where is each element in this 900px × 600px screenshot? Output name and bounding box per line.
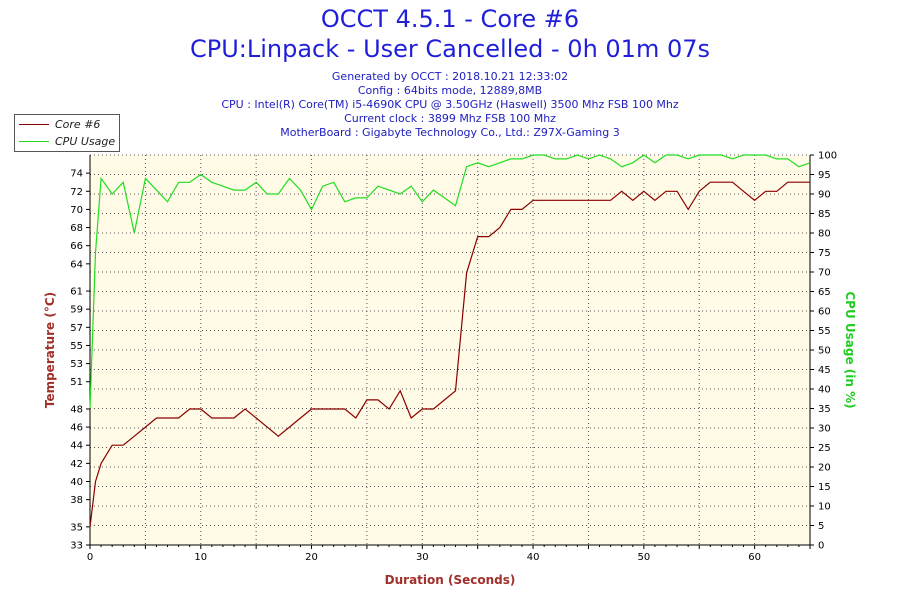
chart-subtitle: CPU:Linpack - User Cancelled - 0h 01m 07… [189, 35, 710, 63]
y-right-tick-label: 40 [818, 385, 831, 396]
y-left-tick-label: 59 [70, 305, 83, 316]
chart-legend: Core #6 CPU Usage [14, 114, 120, 152]
y-left-tick-label: 57 [70, 323, 83, 334]
x-tick-label: 10 [194, 552, 207, 563]
y-left-tick-label: 40 [70, 477, 83, 488]
legend-entry-core6: Core #6 [19, 117, 100, 131]
series-line-core6 [89, 181, 810, 527]
y-right-tick-label: 45 [818, 365, 831, 376]
y-right-tick-label: 70 [818, 268, 831, 279]
y-left-tick-label: 55 [70, 341, 83, 352]
y-left-tick-label: 51 [70, 377, 83, 388]
legend-entry-cpu-usage: CPU Usage [19, 134, 115, 148]
info-cpu: CPU : Intel(R) Core(TM) i5-4690K CPU @ 3… [221, 98, 679, 111]
y-right-tick-label: 25 [818, 443, 831, 454]
legend-swatch-core6 [19, 123, 49, 125]
y-left-tick-label: 72 [70, 187, 83, 198]
y-left-tick-label: 66 [70, 241, 83, 252]
y-right-tick-label: 20 [818, 463, 831, 474]
y-right-axis-label: CPU Usage (in %) [843, 291, 857, 408]
y-left-tick-label: 64 [70, 259, 83, 270]
legend-label-cpu-usage: CPU Usage [55, 134, 116, 148]
info-config: Config : 64bits mode, 12889,8MB [357, 84, 543, 97]
y-right-tick-label: 15 [818, 482, 831, 493]
x-axis-label: Duration (Seconds) [385, 573, 516, 587]
y-right-tick-label: 50 [818, 346, 831, 357]
y-left-tick-label: 44 [70, 441, 83, 452]
y-left-tick-label: 48 [70, 404, 83, 415]
legend-swatch-cpu-usage [19, 140, 49, 142]
y-right-tick-label: 100 [818, 151, 837, 162]
y-right-tick-label: 60 [818, 307, 831, 318]
y-right-tick-label: 30 [818, 424, 831, 435]
y-left-tick-label: 42 [70, 459, 83, 470]
y-left-tick-label: 53 [70, 359, 83, 370]
y-right-tick-label: 90 [818, 190, 831, 201]
y-left-tick-label: 35 [70, 522, 83, 533]
y-left-tick-label: 68 [70, 223, 83, 234]
y-left-tick-label: 70 [70, 205, 83, 216]
y-left-tick-label: 33 [70, 541, 83, 552]
y-left-tick-label: 38 [70, 495, 83, 506]
y-right-tick-label: 75 [818, 248, 831, 259]
info-clock: Current clock : 3899 Mhz FSB 100 Mhz [344, 112, 556, 125]
x-tick-label: 50 [637, 552, 650, 563]
y-right-tick-label: 80 [818, 229, 831, 240]
y-right-tick-label: 5 [818, 521, 824, 532]
y-right-tick-label: 65 [818, 287, 831, 298]
x-tick-label: 0 [87, 552, 93, 563]
x-tick-label: 60 [748, 552, 761, 563]
y-right-tick-label: 55 [818, 326, 831, 337]
x-tick-label: 30 [416, 552, 429, 563]
info-generated: Generated by OCCT : 2018.10.21 12:33:02 [331, 70, 569, 83]
info-motherboard: MotherBoard : Gigabyte Technology Co., L… [280, 126, 620, 139]
y-right-tick-label: 35 [818, 404, 831, 415]
y-left-tick-label: 46 [70, 423, 83, 434]
x-tick-label: 40 [527, 552, 540, 563]
series-line-cpu-usage [89, 154, 811, 409]
y-right-tick-label: 95 [818, 170, 831, 181]
chart-title: OCCT 4.5.1 - Core #6 [320, 5, 580, 33]
y-left-axis-label: Temperature (°C) [43, 292, 57, 408]
legend-label-core6: Core #6 [55, 117, 101, 131]
y-right-tick-label: 85 [818, 209, 831, 220]
y-left-tick-label: 61 [70, 287, 83, 298]
y-left-tick-label: 74 [70, 169, 83, 180]
x-tick-label: 20 [305, 552, 318, 563]
y-right-tick-label: 10 [818, 502, 831, 513]
y-right-tick-label: 0 [818, 541, 824, 552]
